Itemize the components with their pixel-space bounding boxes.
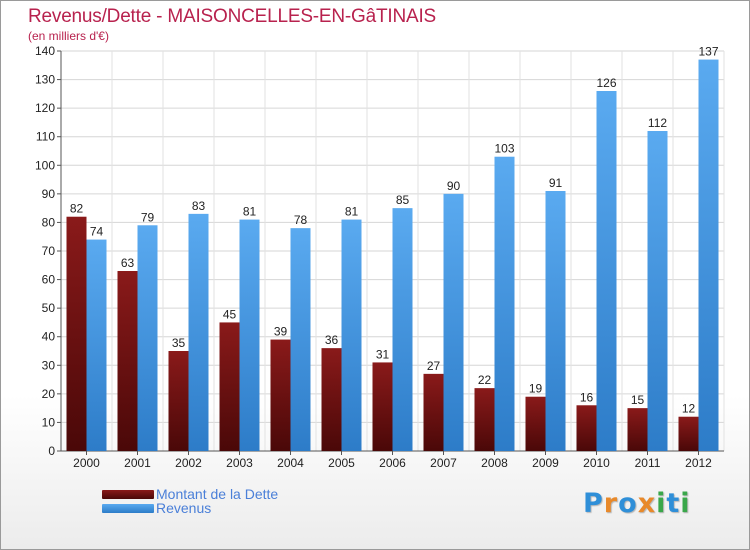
- bar-debt-2005: [321, 348, 342, 451]
- bar-debt-2011: [627, 408, 648, 451]
- chart-subtitle: (en milliers d'€): [28, 29, 109, 43]
- y-tick-label: 100: [35, 158, 55, 172]
- bars: [66, 59, 719, 451]
- bar-debt-2000: [66, 216, 87, 451]
- x-tick-label: 2004: [277, 456, 304, 470]
- data-label-debt: 16: [580, 390, 594, 404]
- y-tick-label: 10: [42, 415, 56, 429]
- x-tick-label: 2009: [532, 456, 559, 470]
- bar-revenue-2005: [341, 219, 362, 451]
- x-tick-label: 2005: [328, 456, 355, 470]
- data-label-debt: 63: [121, 256, 135, 270]
- data-label-debt: 39: [274, 325, 288, 339]
- data-label-debt: 19: [529, 382, 543, 396]
- data-label-revenue: 103: [494, 142, 514, 156]
- data-label-debt: 36: [325, 333, 339, 347]
- bar-revenue-2007: [443, 193, 464, 451]
- logo-letter: t: [666, 488, 681, 519]
- data-label-revenue: 90: [447, 179, 461, 193]
- bar-debt-2008: [474, 388, 495, 451]
- logo-letter: r: [603, 488, 619, 519]
- bar-revenue-2008: [494, 156, 515, 451]
- data-label-debt: 35: [172, 336, 186, 350]
- bar-revenue-2009: [545, 191, 566, 451]
- bar-revenue-2004: [290, 228, 311, 451]
- y-tick-label: 90: [42, 187, 56, 201]
- logo-letter: o: [618, 488, 638, 519]
- bar-revenue-2003: [239, 219, 260, 451]
- x-tick-label: 2011: [635, 456, 661, 470]
- legend-swatch-revenue: [102, 504, 154, 513]
- x-tick-label: 2001: [124, 456, 151, 470]
- y-tick-label: 40: [42, 330, 56, 344]
- x-tick-label: 2003: [226, 456, 253, 470]
- bar-debt-2001: [117, 271, 138, 451]
- chart-title: Revenus/Dette - MAISONCELLES-EN-GâTINAIS: [28, 6, 437, 27]
- y-tick-label: 0: [48, 444, 55, 458]
- data-label-revenue: 85: [396, 193, 410, 207]
- bar-debt-2002: [168, 351, 189, 451]
- y-tick-label: 140: [35, 44, 55, 58]
- data-label-debt: 12: [682, 402, 696, 416]
- y-tick-label: 60: [42, 273, 56, 287]
- logo-letter: i: [680, 488, 691, 519]
- data-label-revenue: 79: [141, 210, 155, 224]
- bar-revenue-2012: [698, 59, 719, 451]
- y-tick-label: 80: [42, 215, 56, 229]
- bar-revenue-2001: [137, 225, 158, 451]
- bar-revenue-2002: [188, 213, 209, 451]
- x-tick-label: 2007: [430, 456, 457, 470]
- x-tick-label: 2010: [583, 456, 610, 470]
- bar-revenue-2011: [647, 131, 668, 451]
- y-tick-label: 120: [35, 101, 55, 115]
- logo-letter: i: [656, 488, 667, 519]
- logo-letter: P: [583, 488, 604, 519]
- x-tick-label: 2000: [73, 456, 100, 470]
- data-label-revenue: 126: [596, 76, 616, 90]
- y-tick-label: 50: [42, 301, 56, 315]
- y-tick-label: 20: [42, 387, 56, 401]
- bar-debt-2012: [678, 416, 699, 451]
- y-tick-label: 30: [42, 358, 56, 372]
- legend-label-debt: Montant de la Dette: [156, 486, 279, 502]
- x-tick-label: 2006: [379, 456, 406, 470]
- data-label-debt: 27: [427, 359, 441, 373]
- data-label-debt: 31: [376, 347, 390, 361]
- proxiti-logo: Proxiti: [583, 488, 691, 519]
- data-label-revenue: 78: [294, 213, 308, 227]
- data-label-revenue: 137: [698, 45, 718, 59]
- data-label-debt: 15: [631, 393, 645, 407]
- data-label-revenue: 81: [243, 205, 257, 219]
- bar-revenue-2000: [86, 239, 107, 451]
- x-tick-label: 2012: [685, 456, 712, 470]
- data-label-revenue: 83: [192, 199, 206, 213]
- data-labels: 82 74 63 79 35 83 45 81 39 78 36 81 31 85 27 90 22 103 19 9…: [70, 45, 719, 416]
- bar-debt-2009: [525, 396, 546, 451]
- y-tick-label: 110: [36, 130, 55, 144]
- bar-debt-2010: [576, 405, 597, 451]
- data-label-debt: 22: [478, 373, 492, 387]
- y-tick-label: 70: [42, 244, 56, 258]
- x-tick-label: 2002: [175, 456, 202, 470]
- bar-revenue-2006: [392, 208, 413, 451]
- data-label-debt: 45: [223, 307, 237, 321]
- bar-debt-2004: [270, 339, 291, 451]
- bar-revenue-2010: [596, 91, 617, 451]
- data-label-revenue: 74: [90, 225, 104, 239]
- data-label-revenue: 81: [345, 205, 359, 219]
- y-tick-label: 130: [35, 73, 55, 87]
- legend-label-revenue: Revenus: [156, 500, 212, 516]
- legend-swatch-debt: [102, 490, 154, 499]
- bar-debt-2003: [219, 322, 240, 451]
- data-label-revenue: 112: [648, 116, 667, 130]
- data-label-revenue: 91: [549, 176, 563, 190]
- bar-debt-2006: [372, 362, 393, 451]
- data-label-debt: 82: [70, 202, 84, 216]
- x-tick-label: 2008: [481, 456, 508, 470]
- logo-letter: x: [637, 488, 657, 519]
- bar-debt-2007: [423, 373, 444, 451]
